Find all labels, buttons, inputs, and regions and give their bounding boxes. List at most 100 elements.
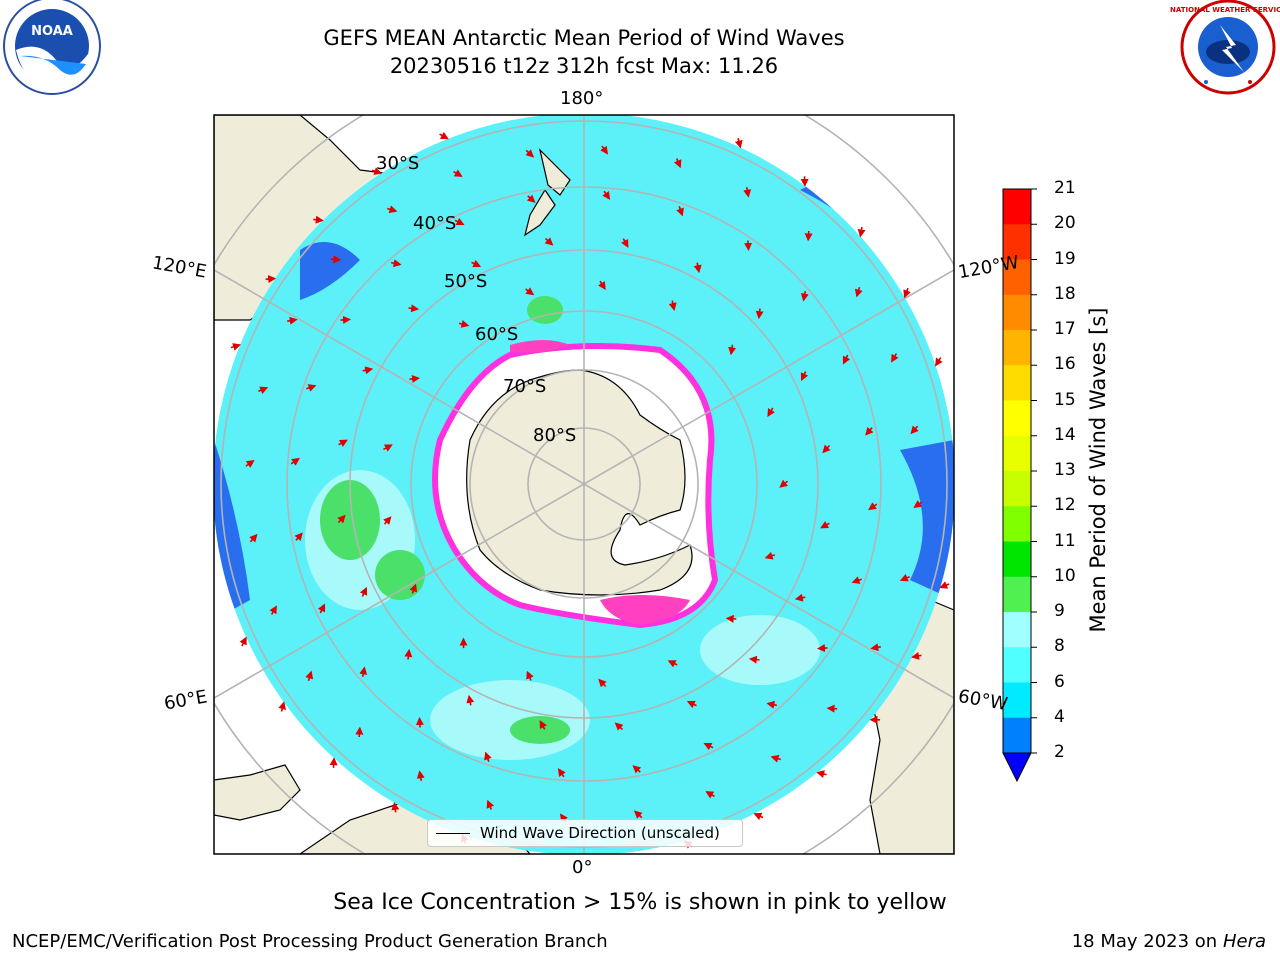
colorbar-tick-label: 19 xyxy=(1054,248,1076,269)
wind-wave-arrow xyxy=(817,644,828,653)
wind-wave-arrow xyxy=(744,240,753,251)
colorbar-block xyxy=(1003,224,1031,260)
wind-wave-arrow xyxy=(865,426,874,436)
colorbar-tick-label: 10 xyxy=(1054,565,1076,586)
wind-wave-arrow xyxy=(278,701,287,712)
wind-wave-arrow xyxy=(614,722,624,731)
wind-wave-arrow xyxy=(667,660,678,668)
wind-wave-arrow xyxy=(391,801,400,813)
wind-wave-arrow xyxy=(383,444,393,452)
wind-wave-arrow xyxy=(633,810,643,819)
colorbar-block xyxy=(1003,435,1031,472)
wind-wave-arrow xyxy=(391,259,402,268)
wind-wave-arrow xyxy=(728,344,737,356)
wind-wave-arrow xyxy=(454,217,465,226)
wind-wave-arrow xyxy=(820,521,830,529)
wind-wave-arrow xyxy=(294,532,303,542)
wind-wave-arrow xyxy=(676,206,684,217)
wind-wave-arrow xyxy=(804,230,813,242)
colorbar-block xyxy=(1003,682,1031,719)
lat-label-50s: 50°S xyxy=(444,271,488,292)
colorbar-tick-label: 2 xyxy=(1054,742,1065,762)
wind-wave-arrow xyxy=(471,259,482,268)
colorbar-block xyxy=(1003,365,1031,401)
colorbar-block xyxy=(1003,330,1031,366)
lat-label-40s: 40°S xyxy=(413,213,457,234)
wind-wave-arrow xyxy=(249,533,258,543)
wind-wave-arrow xyxy=(903,287,911,299)
colorbar-tick-label: 8 xyxy=(1054,636,1065,657)
wind-wave-arrow xyxy=(800,371,809,382)
wind-wave-arrow xyxy=(340,315,351,324)
wind-wave-arrow xyxy=(386,205,398,214)
wind-wave-arrow xyxy=(415,717,424,728)
colorbar-tick-label: 20 xyxy=(1054,213,1076,234)
wind-wave-arrow xyxy=(409,374,420,383)
footer-date-text: 18 May 2023 on xyxy=(1071,931,1218,952)
wind-wave-arrow xyxy=(935,357,943,367)
colorbar-tick-label: 15 xyxy=(1054,389,1076,410)
wind-wave-arrow xyxy=(338,439,348,447)
wind-wave-arrow xyxy=(668,300,677,311)
wind-wave-arrow xyxy=(526,194,536,203)
wind-wave-arrow xyxy=(362,366,374,375)
wind-wave-arrow xyxy=(826,704,838,713)
wind-wave-arrow xyxy=(743,187,752,198)
wind-wave-arrow xyxy=(359,586,368,597)
wind-wave-arrow xyxy=(458,320,470,328)
wind-wave-arrow xyxy=(245,459,255,468)
colorbar-block xyxy=(1003,259,1031,296)
wind-wave-arrow xyxy=(453,169,463,177)
colorbar-tick-label: 16 xyxy=(1054,354,1076,375)
wind-wave-arrow xyxy=(755,308,764,320)
wind-wave-arrow xyxy=(673,158,682,169)
wind-wave-arrow xyxy=(621,238,629,248)
wind-wave-arrow xyxy=(705,791,715,799)
colorbar-block xyxy=(1003,400,1031,437)
colorbar-block xyxy=(1003,189,1031,225)
wind-wave-arrow xyxy=(854,286,863,298)
colorbar-block xyxy=(1003,506,1031,542)
colorbar-label: Mean Period of Wind Waves [s] xyxy=(1086,307,1110,633)
noaa-logo: NOAA xyxy=(3,0,101,95)
colorbar-tick-label: 13 xyxy=(1054,460,1076,480)
wind-wave-arrow xyxy=(317,603,326,614)
wind-wave-arrow xyxy=(766,700,777,709)
wind-wave-arrow xyxy=(598,678,607,688)
footer-branch: NCEP/EMC/Verification Post Processing Pr… xyxy=(12,931,608,952)
wind-wave-arrow xyxy=(258,386,269,395)
wind-wave-arrow xyxy=(822,444,831,454)
colorbar-tick-label: 14 xyxy=(1054,424,1076,445)
wind-wave-arrow xyxy=(939,581,950,589)
colorbar-block xyxy=(1003,717,1031,754)
wind-wave-arrow xyxy=(816,770,827,778)
colorbar-tick-label: 4 xyxy=(1054,706,1065,727)
legend-line-swatch xyxy=(436,832,470,834)
wind-wave-arrow xyxy=(870,643,881,652)
lat-label-60s: 60°S xyxy=(475,324,519,345)
chart-title: GEFS MEAN Antarctic Mean Period of Wind … xyxy=(323,26,845,50)
colorbar-block xyxy=(1003,612,1031,648)
nws-logo-text: NATIONAL WEATHER SERVICE xyxy=(1170,6,1280,14)
wind-wave-arrow xyxy=(891,353,899,363)
lat-label-80s: 80°S xyxy=(533,425,577,446)
wind-wave-arrow xyxy=(779,479,788,488)
wind-wave-arrow xyxy=(910,425,919,435)
wind-wave-arrow xyxy=(404,648,413,660)
lat-label-30s: 30°S xyxy=(376,153,420,174)
colorbar-tick-label: 21 xyxy=(1054,178,1076,198)
legend-label: Wind Wave Direction (unscaled) xyxy=(480,824,720,842)
wind-wave-arrow xyxy=(265,275,277,284)
colorbar-tick-label: 6 xyxy=(1054,671,1065,692)
wind-wave-arrow xyxy=(857,226,866,238)
wind-wave-arrow xyxy=(770,754,782,763)
graticule xyxy=(214,115,954,854)
map-frame-area xyxy=(214,115,954,854)
wind-wave-arrow xyxy=(329,757,338,768)
wind-wave-arrow xyxy=(734,138,743,149)
wind-wave-arrow xyxy=(868,502,878,511)
wind-wave-arrow xyxy=(239,636,247,647)
wind-wave-arrow xyxy=(525,287,535,296)
wind-wave-arrow xyxy=(305,670,314,682)
